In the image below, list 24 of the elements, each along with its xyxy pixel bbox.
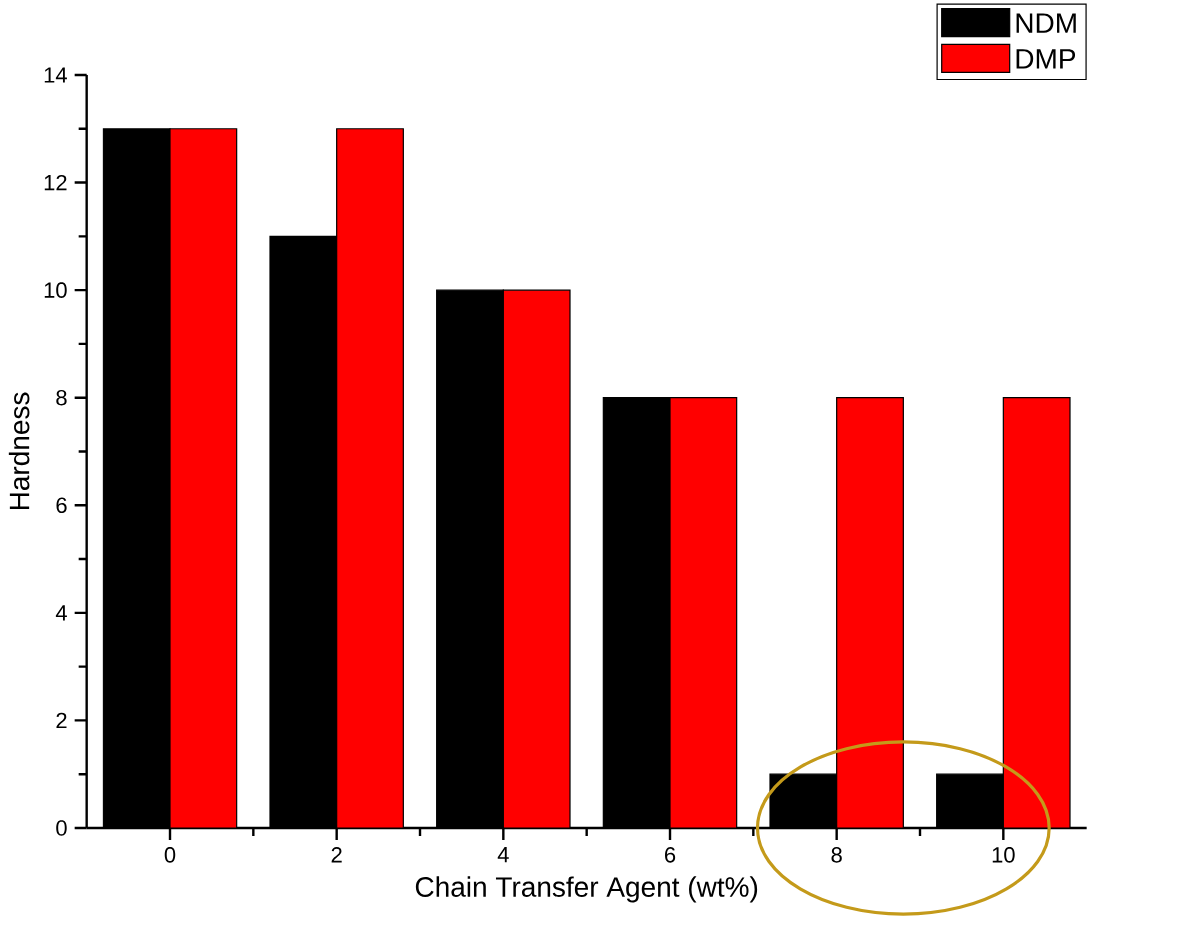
bar (836, 397, 904, 828)
y-tick-label: 10 (44, 282, 67, 298)
legend-label: NDM (1016, 13, 1076, 33)
x-tick-label: 6 (665, 847, 676, 863)
y-tick-label: 4 (55, 605, 67, 621)
y-tick-label: 14 (44, 67, 67, 83)
x-tick-label: 2 (331, 847, 342, 863)
bar (502, 289, 571, 828)
x-tick-label: 8 (831, 847, 842, 863)
bar (1002, 397, 1071, 828)
y-tick-label: 12 (44, 174, 67, 191)
y-tick-label: 6 (56, 497, 67, 514)
y-tick-label: 0 (56, 820, 67, 836)
x-tick-label: 4 (497, 847, 509, 863)
y-axis-title: Hardness (8, 392, 30, 510)
legend-label: DMP (1016, 49, 1076, 69)
y-tick-label: 8 (56, 389, 67, 406)
bar (169, 128, 238, 828)
x-axis-title: Chain Transfer Agent (wt%) (415, 876, 758, 903)
x-tick-label: 10 (992, 847, 1015, 863)
bar (669, 397, 738, 828)
y-tick-label: 2 (56, 712, 67, 729)
x-tick-label: 0 (164, 847, 176, 863)
bar (336, 128, 404, 828)
